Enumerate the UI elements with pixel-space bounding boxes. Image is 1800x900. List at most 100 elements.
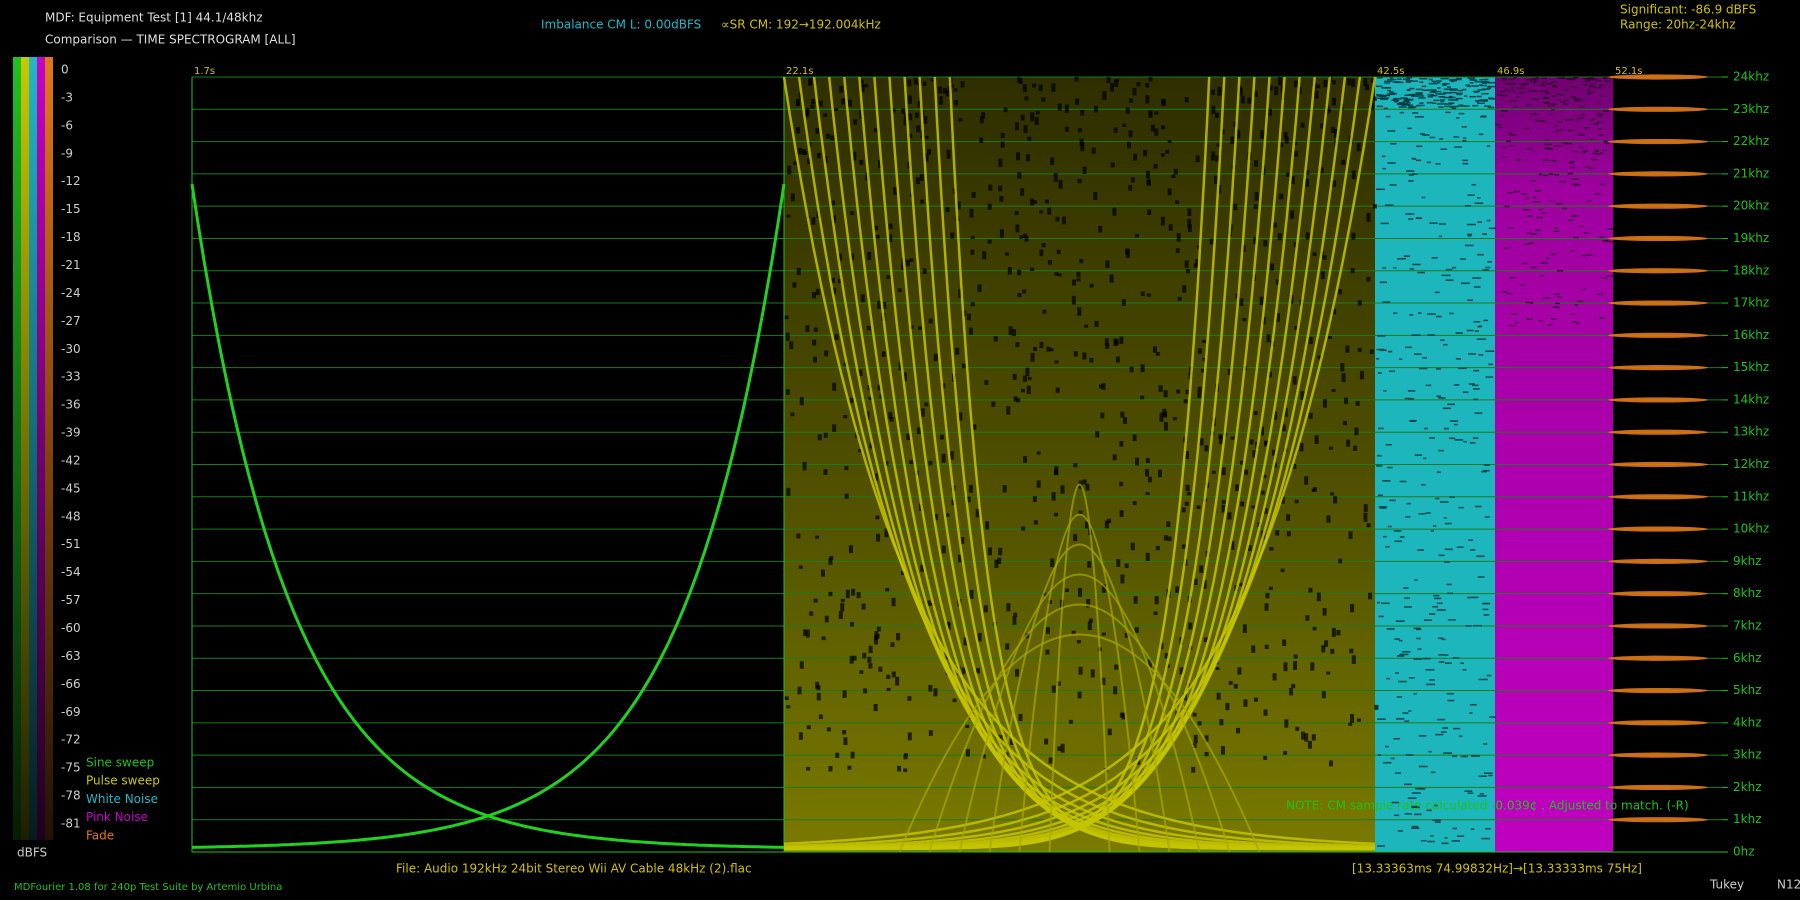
pulse-speckle [1187,208,1192,217]
pulse-speckle [1019,235,1024,239]
pulse-speckle [799,397,804,406]
frequency-label: 3khz [1733,748,1762,762]
noise-speckle [1501,110,1508,112]
pulse-speckle [901,108,906,114]
noise-speckle [1521,262,1529,265]
noise-speckle [1377,77,1383,79]
noise-speckle [1419,81,1424,83]
noise-speckle [1385,204,1394,206]
noise-speckle [1446,692,1454,695]
noise-speckle [1449,312,1454,315]
pulse-speckle [1371,78,1376,83]
pulse-speckle [987,203,992,210]
pulse-speckle [939,434,944,440]
pulse-speckle [979,137,984,143]
noise-speckle [1591,158,1598,161]
pulse-speckle [1292,463,1297,470]
pulse-speckle [1216,143,1221,147]
pulse-speckle [1124,632,1129,638]
noise-speckle [1475,505,1482,508]
pulse-speckle [1230,541,1235,550]
noise-speckle [1418,97,1426,99]
noise-speckle [1557,296,1562,299]
noise-speckle [1406,98,1414,101]
noise-speckle [1441,842,1449,845]
pulse-speckle [1312,487,1317,492]
noise-speckle [1413,353,1422,355]
noise-speckle [1378,494,1383,497]
noise-speckle [1413,692,1417,695]
noise-speckle [1417,93,1423,96]
color-scale-label: -63 [61,649,81,663]
pulse-speckle [1351,78,1356,88]
pulse-speckle [924,402,929,407]
pulse-speckle [1240,501,1245,507]
pulse-speckle [1161,99,1166,107]
noise-speckle [1403,255,1410,257]
noise-speckle [1529,241,1534,244]
noise-speckle [1433,594,1440,597]
pulse-speckle [897,288,902,293]
noise-speckle [1460,662,1464,665]
noise-speckle [1467,194,1475,196]
pulse-speckle [835,752,840,758]
noise-speckle [1439,235,1443,238]
pulse-speckle [1125,249,1130,259]
pulse-speckle [1230,436,1235,440]
pulse-speckle [1077,691,1082,699]
pulse-speckle [933,353,938,362]
noise-speckle [1503,247,1509,249]
pulse-speckle [869,442,874,449]
noise-speckle [1533,81,1538,84]
noise-speckle [1472,437,1479,439]
pulse-speckle [1101,677,1106,686]
noise-speckle [1488,227,1496,230]
sample-rate: ∝SR CM: 192→192.004kHz [721,18,881,32]
pulse-speckle [868,396,873,401]
frequency-label: 5khz [1733,683,1762,697]
pulse-speckle [1148,111,1153,116]
pulse-speckle [845,589,850,599]
pulse-speckle [844,466,849,471]
noise-speckle [1508,132,1513,135]
noise-speckle [1405,754,1414,756]
color-scale-label: -33 [61,370,81,384]
pulse-speckle [1093,191,1098,200]
pulse-speckle [1024,235,1029,242]
pulse-speckle [1064,588,1069,593]
noise-speckle [1594,193,1602,196]
pulse-speckle [1227,368,1232,376]
pulse-speckle [1197,721,1202,726]
noise-speckle [1473,369,1480,372]
pulse-speckle [1119,510,1124,518]
frequency-label: 18khz [1733,263,1769,277]
pulse-speckle [1036,451,1041,455]
pulse-speckle [1133,153,1138,161]
noise-speckle [1474,412,1483,414]
noise-speckle [1398,106,1407,108]
noise-speckle [1477,197,1481,199]
pulse-speckle [927,149,932,155]
pulse-speckle [888,234,893,243]
pulse-speckle [917,100,922,108]
pulse-speckle [867,656,872,663]
noise-speckle [1385,115,1391,118]
pulse-speckle [1015,668,1020,677]
pulse-speckle [1273,462,1278,468]
noise-speckle [1386,677,1391,680]
pulse-speckle [860,294,865,303]
noise-speckle [1386,628,1395,630]
pulse-speckle [1146,170,1151,179]
noise-speckle [1382,480,1391,482]
noise-speckle [1411,112,1419,114]
pulse-speckle [1317,355,1322,360]
noise-speckle [1394,540,1403,543]
noise-speckle [1517,91,1525,94]
noise-speckle [1462,669,1467,671]
noise-speckle [1477,253,1484,256]
pulse-speckle [806,725,811,730]
noise-speckle [1454,146,1462,148]
noise-speckle [1586,254,1593,256]
pulse-speckle [1351,170,1356,180]
noise-speckle [1400,97,1408,99]
